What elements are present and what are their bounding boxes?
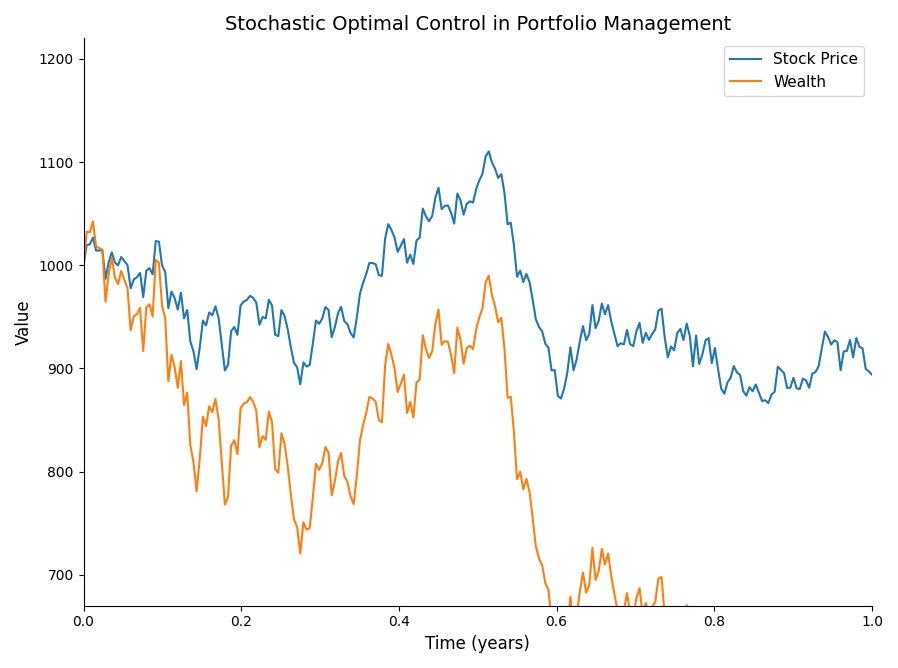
Wealth <box>634 584 645 592</box>
Stock Price <box>313 320 324 328</box>
Wealth <box>97 246 108 254</box>
Stock Price <box>78 261 89 269</box>
X-axis label: Time (years): Time (years) <box>426 635 530 653</box>
Stock Price <box>94 246 105 255</box>
Legend: Stock Price, Wealth: Stock Price, Wealth <box>725 46 865 96</box>
Y-axis label: Value: Value <box>15 299 33 345</box>
Stock Price <box>854 343 865 351</box>
Stock Price <box>584 330 594 338</box>
Stock Price <box>483 148 494 156</box>
Stock Price <box>763 399 774 407</box>
Title: Stochastic Optimal Control in Portfolio Management: Stochastic Optimal Control in Portfolio … <box>224 15 731 34</box>
Wealth <box>707 659 718 667</box>
Wealth <box>88 218 99 226</box>
Wealth <box>584 581 594 589</box>
Stock Price <box>634 319 645 327</box>
Wealth <box>317 460 328 468</box>
Line: Stock Price: Stock Price <box>84 152 872 403</box>
Wealth <box>78 261 89 269</box>
Line: Wealth: Wealth <box>84 222 872 668</box>
Stock Price <box>867 371 877 379</box>
Stock Price <box>707 359 718 367</box>
